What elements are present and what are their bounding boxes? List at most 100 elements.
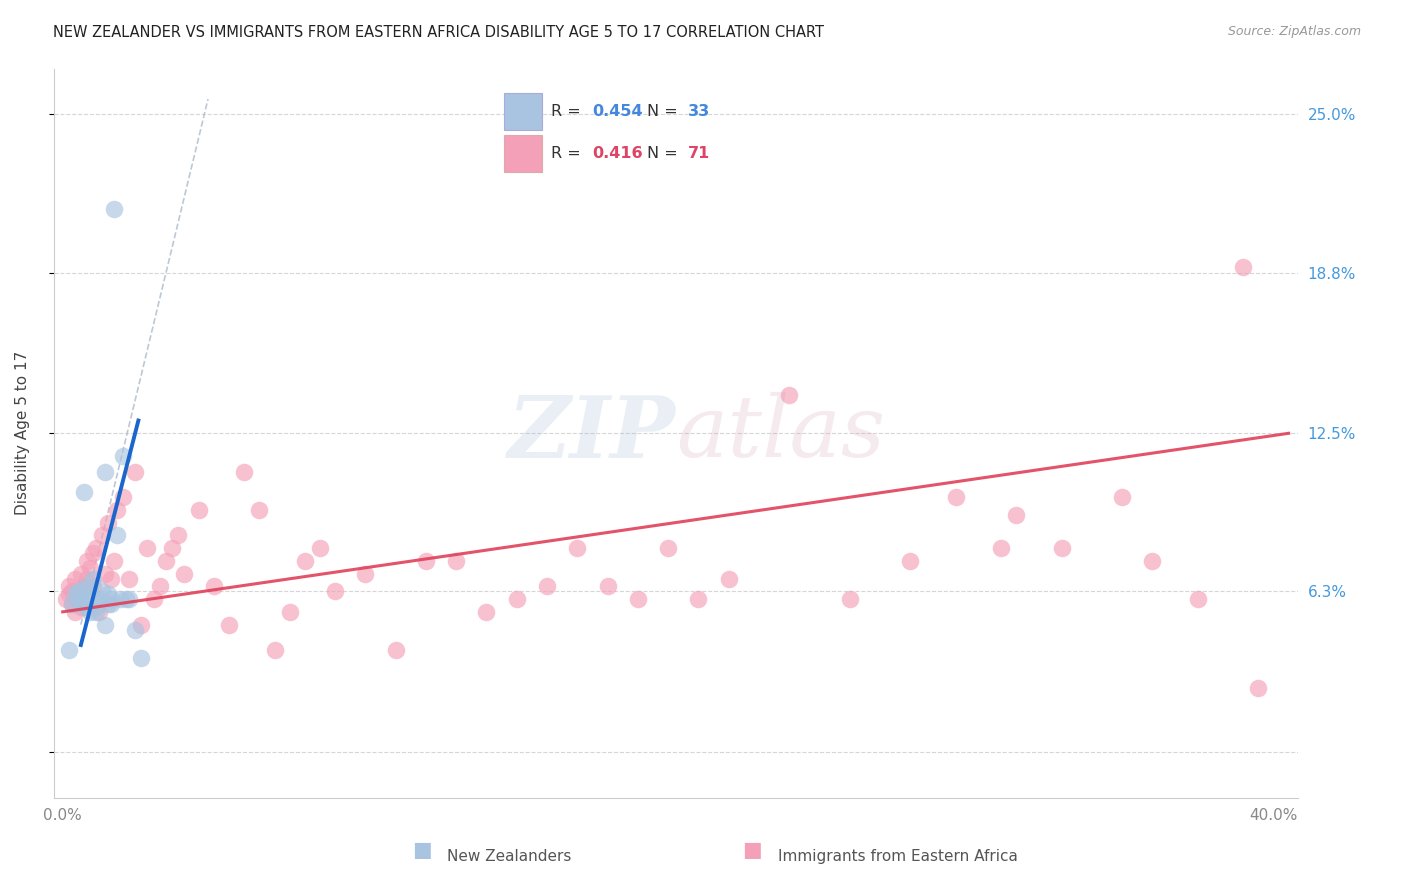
- Point: [124, 623, 146, 637]
- Point: [100, 592, 122, 607]
- Point: [536, 579, 558, 593]
- Point: [898, 554, 921, 568]
- Point: [148, 579, 170, 593]
- Point: [444, 554, 467, 568]
- Point: [124, 465, 146, 479]
- Point: [79, 605, 101, 619]
- Point: [91, 528, 114, 542]
- Point: [58, 579, 80, 593]
- Point: [415, 554, 437, 568]
- Point: [97, 516, 120, 530]
- Point: [838, 592, 860, 607]
- Point: [1050, 541, 1073, 555]
- Point: [131, 650, 153, 665]
- Point: [87, 605, 110, 619]
- Point: [94, 465, 117, 479]
- Point: [91, 584, 114, 599]
- Point: [79, 584, 101, 599]
- Point: [1247, 681, 1270, 696]
- Point: [103, 554, 125, 568]
- Point: [100, 572, 122, 586]
- Point: [82, 546, 104, 560]
- Point: [66, 584, 89, 599]
- Text: ■: ■: [412, 840, 432, 860]
- Point: [103, 202, 125, 216]
- Point: [79, 561, 101, 575]
- Point: [66, 592, 89, 607]
- Point: [70, 566, 93, 581]
- Point: [657, 541, 679, 555]
- Point: [354, 566, 377, 581]
- Y-axis label: Disability Age 5 to 17: Disability Age 5 to 17: [15, 351, 30, 516]
- Point: [1142, 554, 1164, 568]
- Point: [118, 572, 141, 586]
- Point: [475, 605, 498, 619]
- Point: [63, 572, 86, 586]
- Point: [118, 592, 141, 607]
- Point: [76, 554, 98, 568]
- Point: [142, 592, 165, 607]
- Point: [173, 566, 195, 581]
- Point: [87, 592, 110, 607]
- Point: [73, 485, 96, 500]
- Point: [84, 605, 107, 619]
- Point: [506, 592, 529, 607]
- Point: [97, 587, 120, 601]
- Point: [778, 388, 800, 402]
- Point: [105, 503, 128, 517]
- Point: [97, 597, 120, 611]
- Point: [596, 579, 619, 593]
- Point: [567, 541, 589, 555]
- Point: [76, 579, 98, 593]
- Point: [1111, 490, 1133, 504]
- Point: [76, 599, 98, 614]
- Point: [323, 584, 346, 599]
- Point: [70, 584, 93, 599]
- Point: [60, 597, 83, 611]
- Point: [82, 572, 104, 586]
- Point: [202, 579, 225, 593]
- Point: [115, 592, 138, 607]
- Text: Source: ZipAtlas.com: Source: ZipAtlas.com: [1227, 25, 1361, 38]
- Text: New Zealanders: New Zealanders: [447, 849, 571, 863]
- Point: [105, 528, 128, 542]
- Point: [309, 541, 332, 555]
- Point: [66, 587, 89, 601]
- Point: [94, 566, 117, 581]
- Text: atlas: atlas: [676, 392, 884, 475]
- Point: [66, 584, 89, 599]
- Point: [249, 503, 271, 517]
- Point: [63, 605, 86, 619]
- Point: [112, 490, 135, 504]
- Point: [160, 541, 183, 555]
- Point: [58, 587, 80, 601]
- Point: [627, 592, 650, 607]
- Point: [166, 528, 188, 542]
- Point: [278, 605, 301, 619]
- Point: [63, 587, 86, 601]
- Point: [58, 643, 80, 657]
- Point: [990, 541, 1012, 555]
- Point: [76, 572, 98, 586]
- Point: [70, 597, 93, 611]
- Point: [945, 490, 967, 504]
- Point: [60, 597, 83, 611]
- Point: [100, 597, 122, 611]
- Point: [70, 599, 93, 614]
- Point: [82, 590, 104, 604]
- Point: [84, 541, 107, 555]
- Point: [263, 643, 285, 657]
- Point: [131, 617, 153, 632]
- Point: [155, 554, 177, 568]
- Point: [94, 617, 117, 632]
- Point: [84, 599, 107, 614]
- Point: [187, 503, 209, 517]
- Point: [108, 592, 131, 607]
- Point: [55, 592, 77, 607]
- Point: [73, 592, 96, 607]
- Point: [1232, 260, 1254, 275]
- Point: [112, 449, 135, 463]
- Point: [218, 617, 240, 632]
- Point: [233, 465, 256, 479]
- Point: [688, 592, 710, 607]
